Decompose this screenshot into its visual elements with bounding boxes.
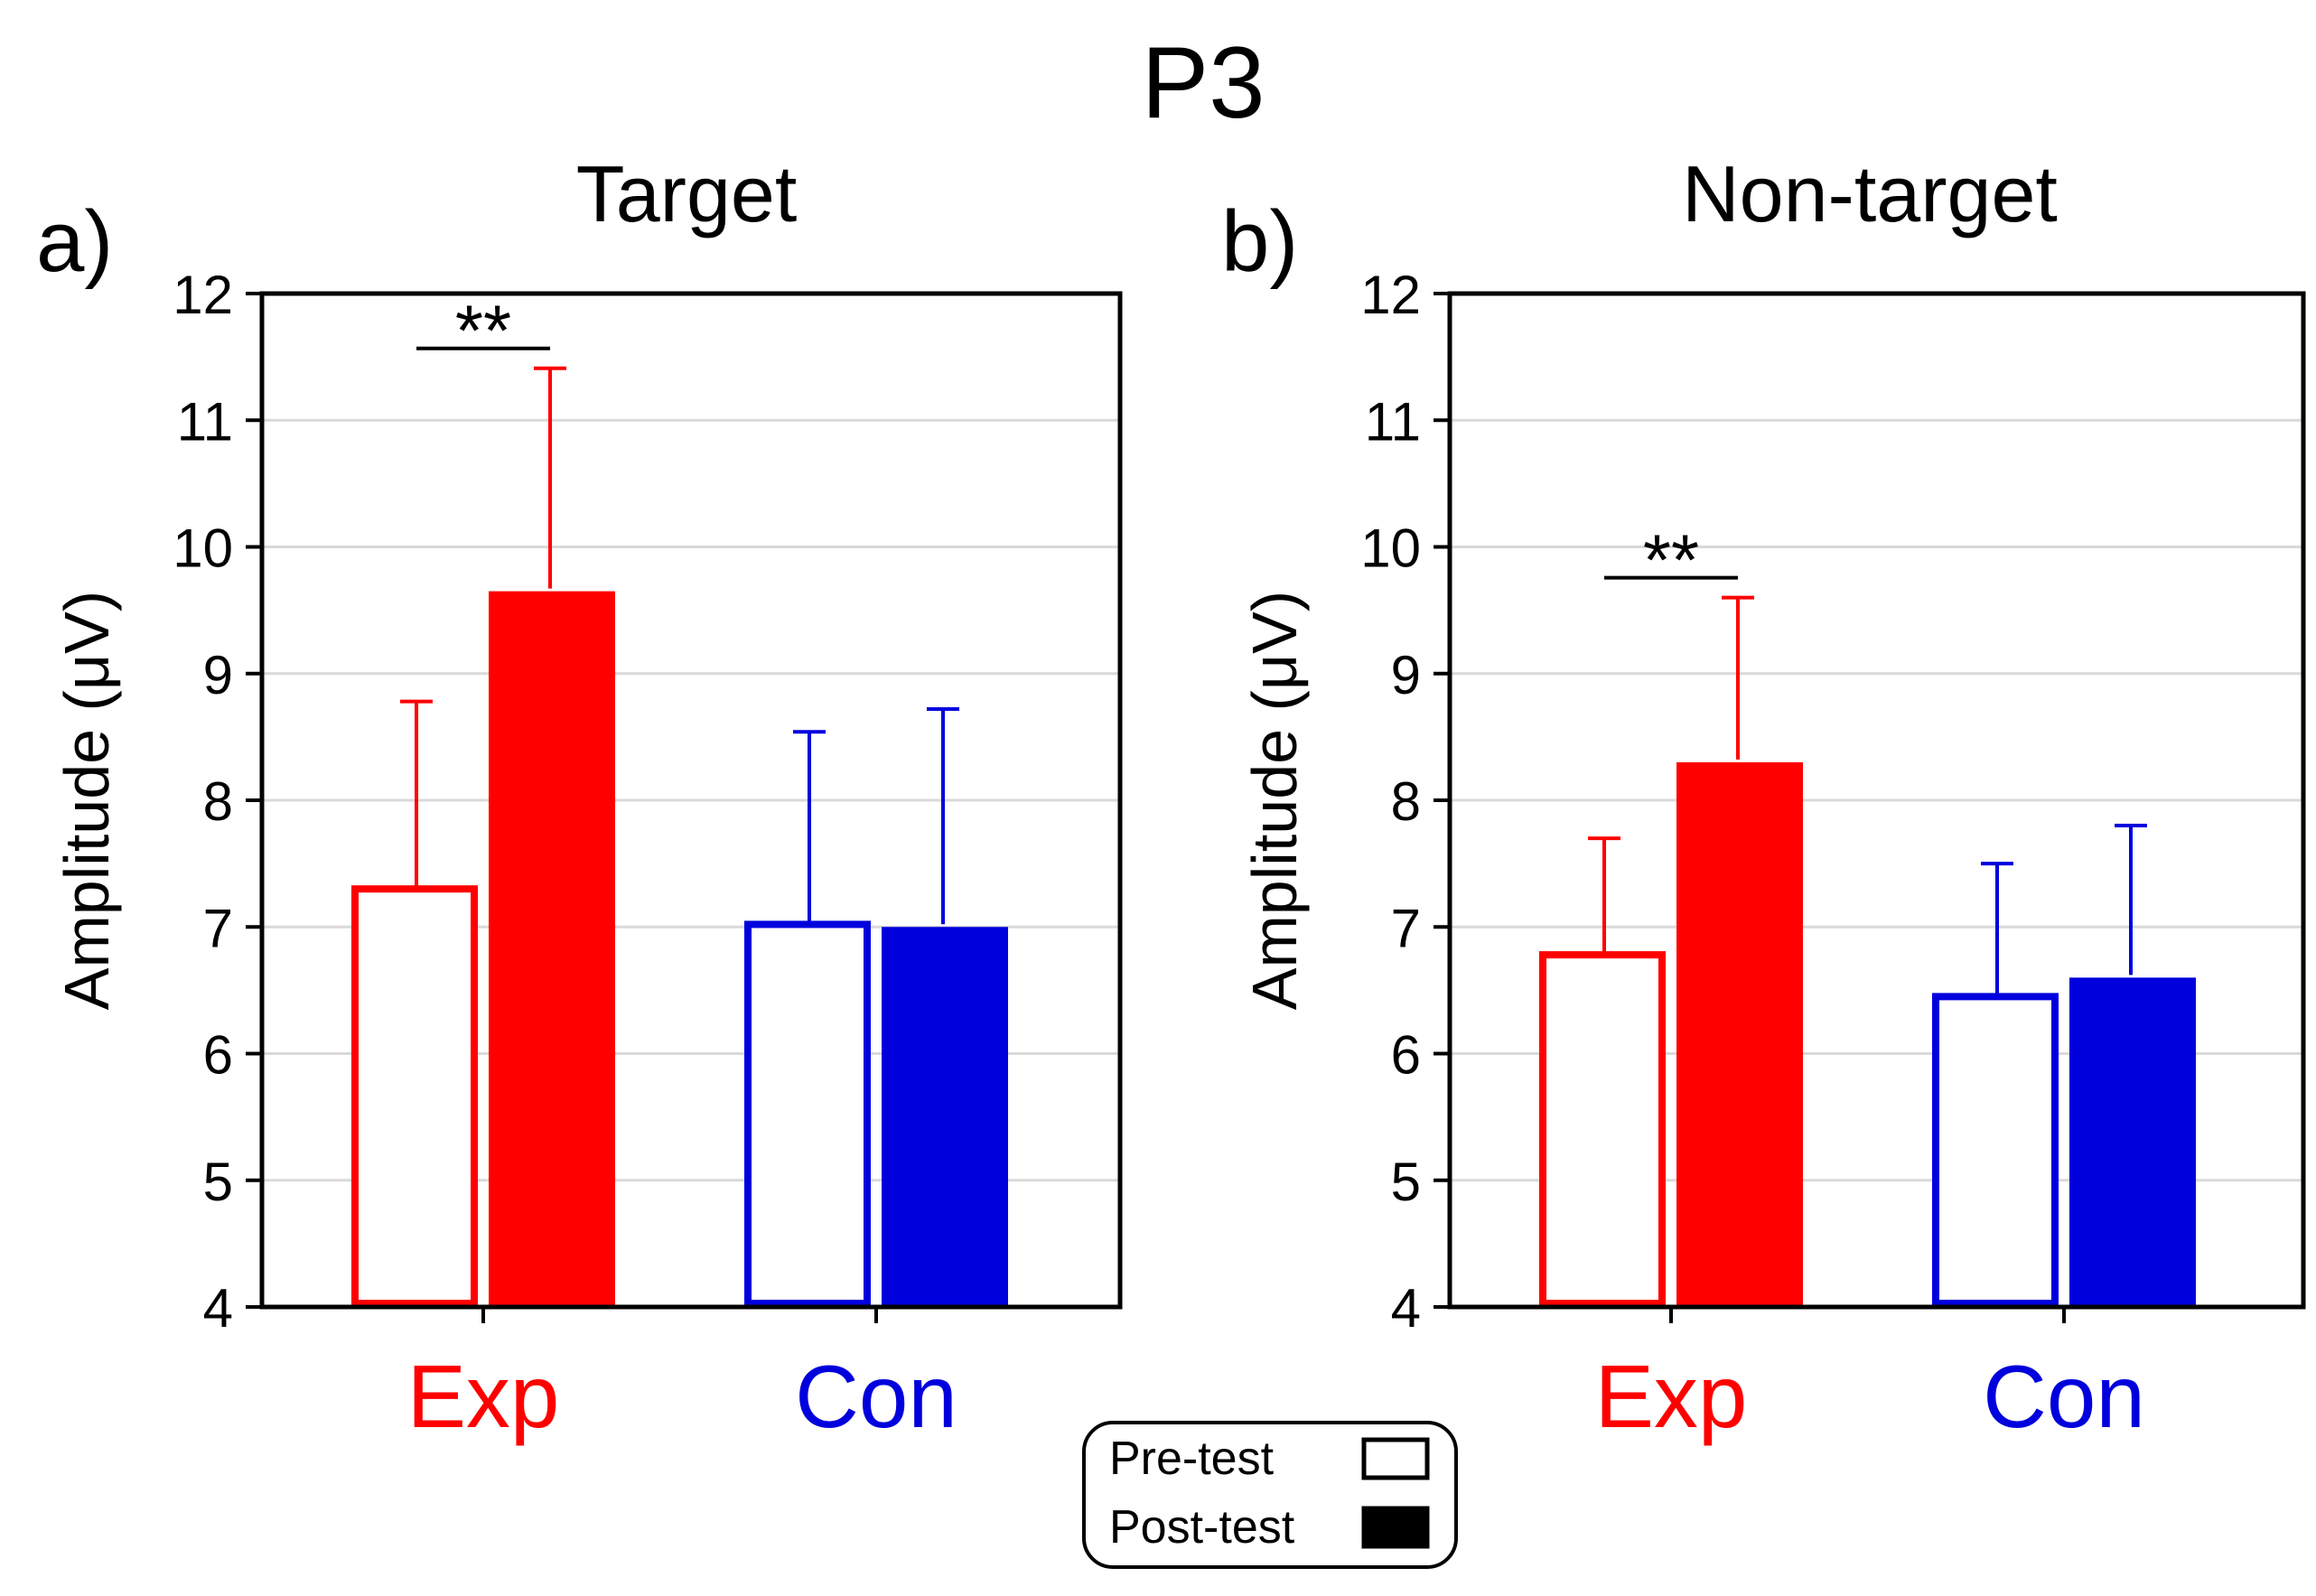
y-tick-label: 11 <box>177 391 233 452</box>
y-tick-label: 8 <box>203 771 233 832</box>
legend-post-swatch <box>1361 1506 1430 1549</box>
panel-a: a) Target 4 5 6 7 8 9 10 11 12 Amplitude (μV) Exp Con… <box>36 149 1123 1446</box>
y-tick-label: 12 <box>1360 265 1421 325</box>
x-category-label-exp: Exp <box>407 1347 560 1446</box>
panel-title: Non-target <box>1682 149 2058 238</box>
y-tick-label: 5 <box>203 1152 233 1212</box>
y-tick-label: 10 <box>173 518 233 579</box>
y-tick-label: 7 <box>203 898 233 958</box>
bar-pre-test-con <box>744 920 871 1307</box>
plot-frame <box>1447 291 2306 1310</box>
plot-frame <box>259 291 1123 1310</box>
y-tick-label: 9 <box>1391 645 1421 705</box>
panel-label: a) <box>36 193 113 290</box>
legend-post-label: Post-test <box>1109 1501 1295 1554</box>
bar-post-test-exp <box>1676 761 1803 1307</box>
y-tick-label: 7 <box>1391 898 1421 958</box>
y-axis-label: Amplitude (μV) <box>1239 591 1310 1010</box>
legend: Pre-test Post-test <box>1082 1421 1458 1569</box>
y-tick-label: 6 <box>203 1025 233 1086</box>
y-tick-label: 10 <box>1360 518 1421 579</box>
y-tick-label: 4 <box>203 1278 233 1339</box>
bar-post-test-exp <box>489 591 615 1307</box>
figure-title: P3 <box>1142 26 1265 139</box>
y-tick-label: 11 <box>1365 391 1421 452</box>
bar-post-test-con <box>2069 977 2196 1307</box>
x-category-label-exp: Exp <box>1595 1347 1748 1446</box>
legend-pre-label: Pre-test <box>1109 1433 1275 1485</box>
y-tick-label: 12 <box>173 265 233 325</box>
bar-pre-test-exp <box>1539 951 1666 1307</box>
panel-b: b) Non-target 4 5 6 7 8 9 10 11 12 Amplitude (μV) Ex… <box>1221 149 2306 1446</box>
x-category-label-con: Con <box>1983 1347 2145 1446</box>
y-tick-label: 9 <box>203 645 233 705</box>
bar-pre-test-con <box>1932 993 2059 1307</box>
x-category-label-con: Con <box>795 1347 957 1446</box>
y-axis-label: Amplitude (μV) <box>51 591 122 1010</box>
significance-marker: ** <box>455 291 511 371</box>
y-tick-label: 8 <box>1391 771 1421 832</box>
bar-post-test-con <box>882 927 1008 1307</box>
y-tick-label: 6 <box>1391 1025 1421 1086</box>
bar-pre-test-exp <box>351 885 478 1307</box>
significance-marker: ** <box>1643 520 1699 601</box>
legend-pre-swatch <box>1361 1437 1430 1480</box>
panel-label: b) <box>1221 193 1298 290</box>
y-tick-label: 4 <box>1391 1278 1421 1339</box>
y-tick-label: 5 <box>1391 1152 1421 1212</box>
panel-title: Target <box>576 149 798 238</box>
